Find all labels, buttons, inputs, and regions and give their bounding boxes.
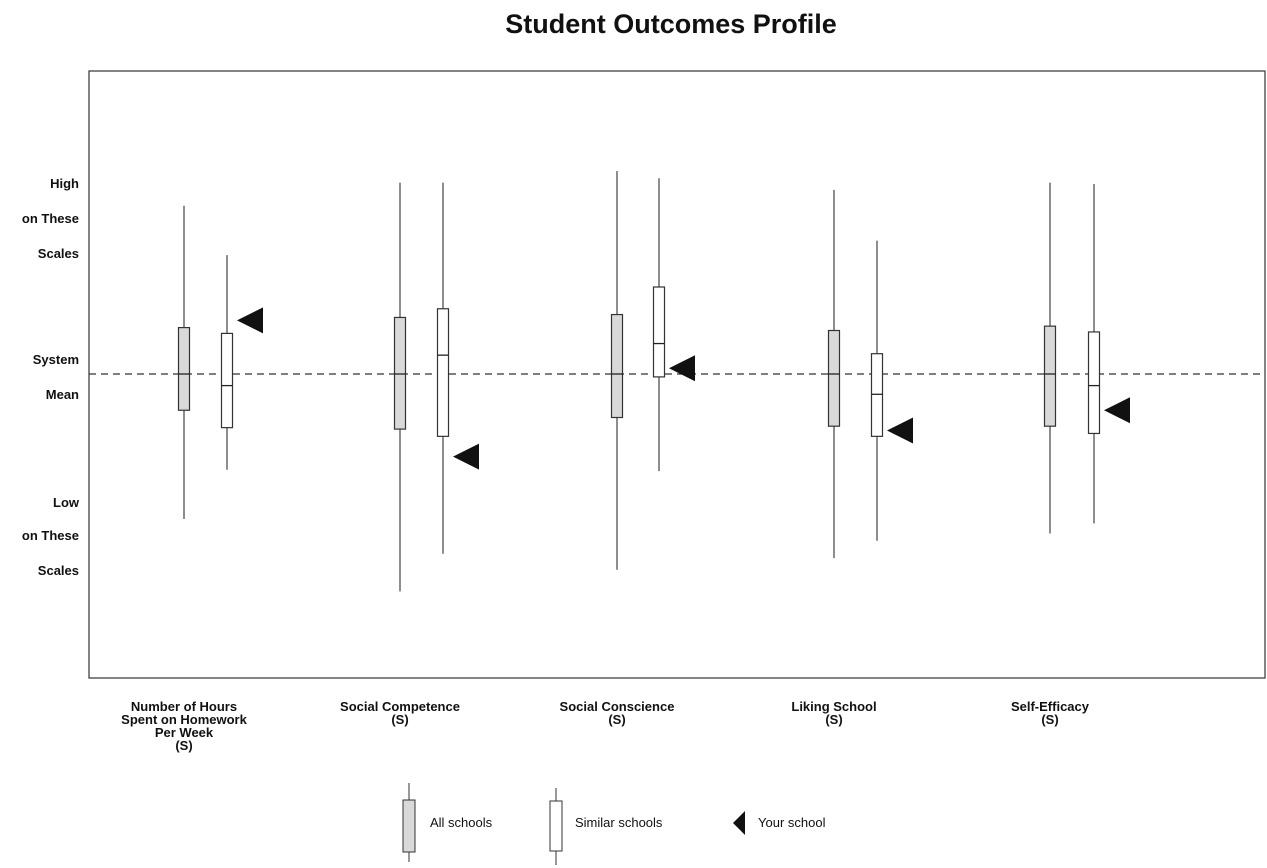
all-schools-box-3 bbox=[827, 329, 841, 427]
similar-schools-box-2 bbox=[652, 286, 666, 378]
category-label-3-line-1: (S) bbox=[825, 712, 842, 727]
category-label-3-line-0: Liking School bbox=[791, 699, 876, 714]
all-schools-box-1 bbox=[393, 316, 407, 430]
all-schools-box-4 bbox=[1043, 325, 1057, 427]
category-label-4-line-1: (S) bbox=[1041, 712, 1058, 727]
your-school-marker-2 bbox=[669, 355, 695, 382]
category-label-2-line-0: Social Conscience bbox=[560, 699, 675, 714]
y-label-high-label-0: High bbox=[50, 176, 79, 191]
all-schools-box-0 bbox=[177, 327, 191, 411]
y-label-high-label-2: Scales bbox=[38, 246, 79, 261]
category-label-4-line-0: Self-Efficacy bbox=[1011, 699, 1090, 714]
category-label-0-line-0: Number of Hours bbox=[131, 699, 237, 714]
similar-schools-box-0 bbox=[220, 332, 234, 429]
legend-similar-schools-label: Similar schools bbox=[575, 815, 663, 830]
similar-schools-box-3 bbox=[870, 353, 884, 437]
all-schools-box-2 bbox=[610, 313, 624, 419]
y-label-high-label-1: on These bbox=[22, 211, 79, 226]
legend-your-school-label: Your school bbox=[758, 815, 826, 830]
y-label-mean-label-0: System bbox=[33, 352, 79, 367]
y-label-low-label-0: Low bbox=[53, 495, 80, 510]
category-label-1-line-1: (S) bbox=[391, 712, 408, 727]
chart-title: Student Outcomes Profile bbox=[505, 9, 837, 39]
legend-similar-schools-swatch bbox=[549, 788, 563, 865]
box-plots bbox=[177, 171, 1101, 592]
legend-your-school-triangle-icon bbox=[733, 811, 745, 835]
legend-all-schools-label: All schools bbox=[430, 815, 493, 830]
y-label-mean-label-1: Mean bbox=[46, 387, 79, 402]
category-label-0-line-2: Per Week bbox=[155, 725, 214, 740]
category-label-0-line-3: (S) bbox=[175, 738, 192, 753]
your-school-marker-4 bbox=[1104, 397, 1130, 424]
legend-all-schools-swatch bbox=[402, 783, 416, 862]
y-label-low-label-2: Scales bbox=[38, 563, 79, 578]
category-label-0-line-1: Spent on Homework bbox=[121, 712, 247, 727]
your-school-marker-1 bbox=[453, 443, 479, 470]
similar-schools-box-1 bbox=[436, 308, 450, 437]
y-label-low-label-1: on These bbox=[22, 528, 79, 543]
your-school-markers bbox=[237, 307, 1130, 470]
your-school-marker-0 bbox=[237, 307, 263, 334]
legend: All schools Similar schools Your school bbox=[402, 783, 826, 865]
y-axis-labels: High on These Scales System Mean Low on These S… bbox=[22, 176, 80, 578]
category-label-1-line-0: Social Competence bbox=[340, 699, 460, 714]
your-school-marker-3 bbox=[887, 417, 913, 444]
category-label-2-line-1: (S) bbox=[608, 712, 625, 727]
similar-schools-box-4 bbox=[1087, 331, 1101, 435]
